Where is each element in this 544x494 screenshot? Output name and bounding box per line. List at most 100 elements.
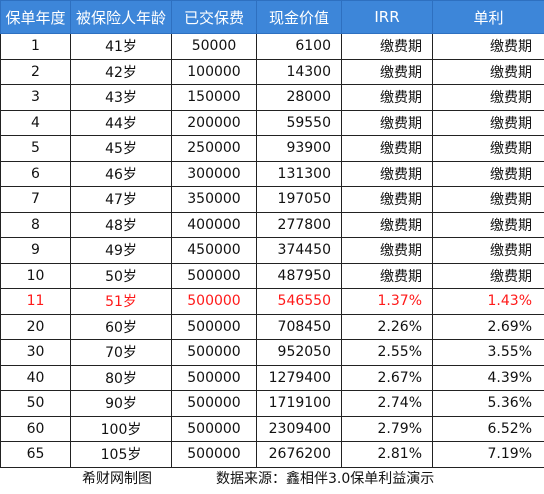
- cell-premium-paid: 500000: [171, 288, 257, 315]
- table-row: 9 49岁 450000 374450 缴费期 缴费期: [0, 237, 544, 264]
- cell-simple-interest: 4.39%: [432, 364, 544, 391]
- table-row: 4 44岁 200000 59550 缴费期 缴费期: [0, 109, 544, 136]
- cell-cash-value: 59550: [256, 109, 342, 136]
- cell-cash-value: 197050: [256, 186, 342, 213]
- cell-premium-paid: 50000: [171, 33, 257, 60]
- cell-irr: 缴费期: [341, 262, 433, 289]
- cell-simple-interest: 缴费期: [432, 58, 544, 85]
- cell-cash-value: 93900: [256, 135, 342, 162]
- cell-insured-age: 48岁: [70, 211, 172, 238]
- table-header-row: 保单年度 被保险人年龄 已交保费 现金价值 IRR 单利: [0, 0, 544, 34]
- cell-irr: 2.26%: [341, 313, 433, 340]
- cell-simple-interest: 缴费期: [432, 84, 544, 111]
- cell-simple-interest: 缴费期: [432, 262, 544, 289]
- table-row: 10 50岁 500000 487950 缴费期 缴费期: [0, 262, 544, 289]
- cell-cash-value: 6100: [256, 33, 342, 60]
- chart-credit: 希财网制图: [82, 471, 152, 487]
- cell-premium-paid: 500000: [171, 441, 257, 468]
- cell-cash-value: 1279400: [256, 364, 342, 391]
- data-source: 数据来源：鑫相伴3.0保单利益演示: [216, 471, 435, 487]
- cell-cash-value: 952050: [256, 339, 342, 366]
- cell-irr: 缴费期: [341, 58, 433, 85]
- cell-cash-value: 374450: [256, 237, 342, 264]
- cell-insured-age: 44岁: [70, 109, 172, 136]
- cell-policy-year: 1: [0, 33, 71, 60]
- cell-policy-year: 30: [0, 339, 71, 366]
- cell-cash-value: 546550: [256, 288, 342, 315]
- cell-policy-year: 40: [0, 364, 71, 391]
- cell-premium-paid: 100000: [171, 58, 257, 85]
- cell-cash-value: 131300: [256, 160, 342, 187]
- cell-simple-interest: 1.43%: [432, 288, 544, 315]
- cell-insured-age: 45岁: [70, 135, 172, 162]
- table-row: 1 41岁 50000 6100 缴费期 缴费期: [0, 33, 544, 60]
- cell-premium-paid: 150000: [171, 84, 257, 111]
- table-row: 11 51岁 500000 546550 1.37% 1.43%: [0, 288, 544, 315]
- cell-cash-value: 28000: [256, 84, 342, 111]
- cell-irr: 2.55%: [341, 339, 433, 366]
- cell-policy-year: 6: [0, 160, 71, 187]
- cell-irr: 2.79%: [341, 415, 433, 442]
- cell-insured-age: 47岁: [70, 186, 172, 213]
- cell-policy-year: 7: [0, 186, 71, 213]
- cell-simple-interest: 7.19%: [432, 441, 544, 468]
- header-irr: IRR: [341, 0, 433, 34]
- cell-premium-paid: 400000: [171, 211, 257, 238]
- cell-policy-year: 50: [0, 390, 71, 417]
- cell-policy-year: 60: [0, 415, 71, 442]
- cell-irr: 缴费期: [341, 33, 433, 60]
- cell-policy-year: 2: [0, 58, 71, 85]
- header-insured-age: 被保险人年龄: [70, 0, 172, 34]
- cell-simple-interest: 缴费期: [432, 211, 544, 238]
- table-row: 20 60岁 500000 708450 2.26% 2.69%: [0, 313, 544, 340]
- table-body: 1 41岁 50000 6100 缴费期 缴费期 2 42岁 100000 14300 缴费期 缴费期…: [0, 33, 544, 468]
- cell-policy-year: 11: [0, 288, 71, 315]
- cell-premium-paid: 450000: [171, 237, 257, 264]
- cell-simple-interest: 缴费期: [432, 237, 544, 264]
- header-policy-year: 保单年度: [0, 0, 71, 34]
- cell-cash-value: 1719100: [256, 390, 342, 417]
- cell-cash-value: 277800: [256, 211, 342, 238]
- cell-irr: 缴费期: [341, 84, 433, 111]
- cell-simple-interest: 缴费期: [432, 135, 544, 162]
- header-cash-value: 现金价值: [256, 0, 342, 34]
- cell-policy-year: 65: [0, 441, 71, 468]
- cell-insured-age: 90岁: [70, 390, 172, 417]
- cell-irr: 2.81%: [341, 441, 433, 468]
- cell-simple-interest: 6.52%: [432, 415, 544, 442]
- table-row: 3 43岁 150000 28000 缴费期 缴费期: [0, 84, 544, 111]
- header-premium-paid: 已交保费: [171, 0, 257, 34]
- cell-insured-age: 100岁: [70, 415, 172, 442]
- cell-premium-paid: 500000: [171, 415, 257, 442]
- table-row: 2 42岁 100000 14300 缴费期 缴费期: [0, 58, 544, 85]
- cell-simple-interest: 3.55%: [432, 339, 544, 366]
- cell-insured-age: 42岁: [70, 58, 172, 85]
- cell-insured-age: 49岁: [70, 237, 172, 264]
- cell-simple-interest: 缴费期: [432, 33, 544, 60]
- table-row: 60 100岁 500000 2309400 2.79% 6.52%: [0, 415, 544, 442]
- cell-policy-year: 8: [0, 211, 71, 238]
- cell-simple-interest: 缴费期: [432, 186, 544, 213]
- cell-policy-year: 5: [0, 135, 71, 162]
- cell-policy-year: 3: [0, 84, 71, 111]
- cell-irr: 缴费期: [341, 237, 433, 264]
- table-row: 65 105岁 500000 2676200 2.81% 7.19%: [0, 441, 544, 468]
- cell-simple-interest: 缴费期: [432, 109, 544, 136]
- cell-premium-paid: 500000: [171, 364, 257, 391]
- table-row: 40 80岁 500000 1279400 2.67% 4.39%: [0, 364, 544, 391]
- cell-policy-year: 4: [0, 109, 71, 136]
- table-row: 30 70岁 500000 952050 2.55% 3.55%: [0, 339, 544, 366]
- cell-insured-age: 51岁: [70, 288, 172, 315]
- cell-irr: 2.67%: [341, 364, 433, 391]
- cell-simple-interest: 2.69%: [432, 313, 544, 340]
- footer: 希财网制图 数据来源：鑫相伴3.0保单利益演示: [0, 466, 544, 494]
- table-row: 6 46岁 300000 131300 缴费期 缴费期: [0, 160, 544, 187]
- cell-simple-interest: 缴费期: [432, 160, 544, 187]
- cell-irr: 缴费期: [341, 160, 433, 187]
- cell-insured-age: 105岁: [70, 441, 172, 468]
- cell-simple-interest: 5.36%: [432, 390, 544, 417]
- policy-benefit-table: 保单年度 被保险人年龄 已交保费 现金价值 IRR 单利 1 41岁 50000 61…: [0, 0, 544, 468]
- cell-premium-paid: 250000: [171, 135, 257, 162]
- cell-cash-value: 487950: [256, 262, 342, 289]
